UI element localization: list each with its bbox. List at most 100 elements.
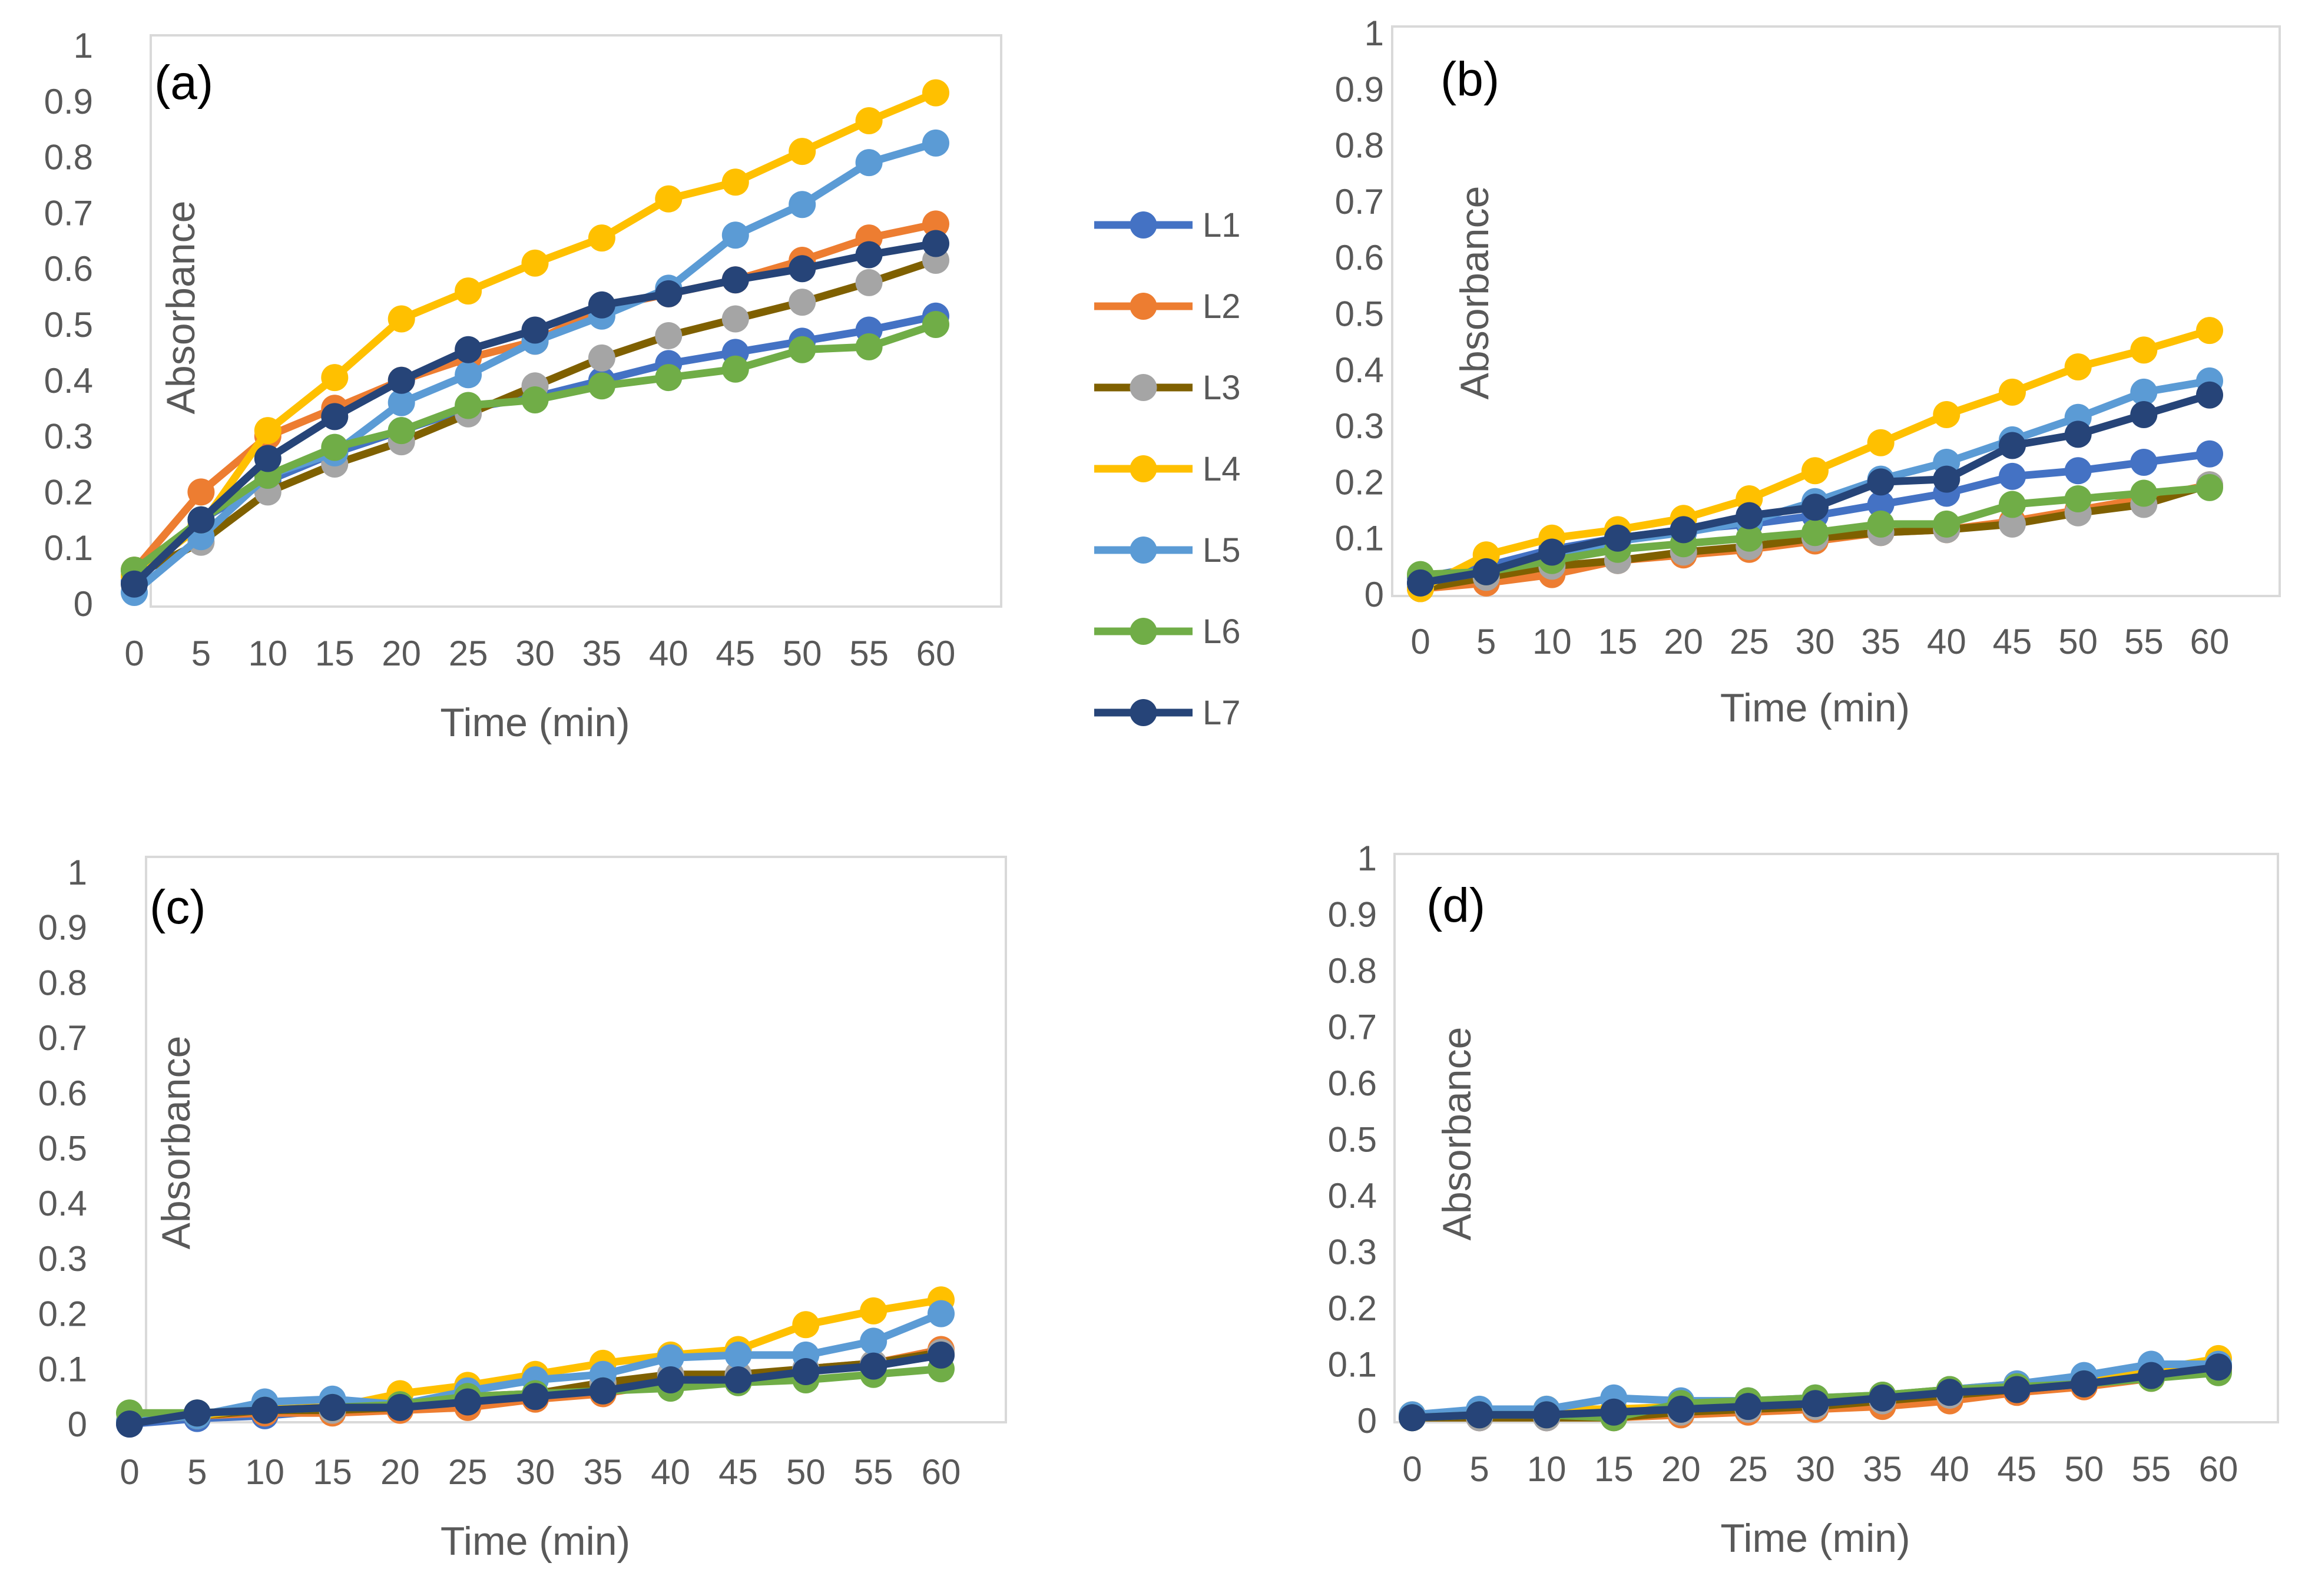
series-l7 — [121, 230, 949, 598]
y-axis-title: Absorbance — [154, 1036, 198, 1250]
x-tick-label: 60 — [916, 634, 956, 673]
data-point — [655, 280, 683, 307]
data-point — [521, 249, 549, 277]
x-axis-title: Time (min) — [441, 1519, 630, 1564]
x-tick-label: 30 — [515, 634, 555, 673]
legend-label: L4 — [1203, 450, 1241, 488]
data-point — [855, 107, 883, 134]
y-tick-label: 0.7 — [1335, 182, 1384, 221]
data-point — [855, 241, 883, 269]
x-tick-label: 35 — [583, 1452, 622, 1492]
data-point — [521, 386, 549, 413]
data-point — [1472, 558, 1500, 585]
legend-item-l1: L1 — [1094, 206, 1241, 244]
x-tick-label: 5 — [1469, 1449, 1489, 1489]
data-point — [2064, 485, 2092, 512]
data-point — [2196, 473, 2223, 501]
y-tick-label: 0.5 — [44, 305, 93, 345]
data-point — [1999, 432, 2026, 459]
y-tick-label: 0 — [68, 1405, 87, 1444]
data-point — [855, 333, 883, 360]
y-tick-label: 0.7 — [38, 1018, 87, 1058]
legend-marker — [1130, 699, 1157, 726]
y-tick-label: 0.1 — [44, 528, 93, 568]
x-tick-label: 40 — [649, 634, 688, 673]
legend-marker — [1130, 455, 1157, 482]
x-tick-label: 10 — [248, 634, 287, 673]
panel-b: 00.10.20.30.40.50.60.70.80.910 5 10 15 20 25 3… — [1335, 14, 2281, 730]
data-point — [588, 344, 615, 372]
x-tick-label: 55 — [849, 634, 889, 673]
data-point — [2137, 1362, 2165, 1389]
panel-label: (c) — [150, 880, 206, 934]
y-tick-label: 0.8 — [44, 138, 93, 177]
data-point — [1736, 502, 1763, 529]
x-tick-label: 35 — [582, 634, 622, 673]
data-point — [789, 289, 816, 316]
data-point — [589, 1377, 617, 1405]
x-tick-label: 20 — [1661, 1449, 1701, 1489]
data-point — [1801, 457, 1829, 485]
data-point — [1867, 491, 1895, 518]
data-point — [187, 506, 215, 534]
data-point — [2003, 1376, 2031, 1403]
x-tick-label: 0 — [120, 1452, 139, 1492]
x-tick-label: 35 — [1863, 1449, 1902, 1489]
y-tick-label: 0.4 — [38, 1184, 87, 1223]
data-point — [721, 221, 749, 249]
data-point — [1999, 378, 2026, 406]
data-point — [1869, 1384, 1896, 1412]
x-tick-label: 0 — [124, 634, 144, 673]
data-point — [1999, 491, 2026, 518]
data-point — [792, 1358, 820, 1385]
data-point — [1933, 510, 1960, 538]
x-tick-label: 25 — [1730, 622, 1769, 661]
y-tick-label: 0.9 — [1328, 895, 1377, 935]
y-tick-label: 0 — [74, 584, 93, 624]
x-tick-label: 35 — [1861, 622, 1900, 661]
data-point — [789, 336, 816, 363]
data-point — [1734, 1393, 1762, 1420]
x-tick-label: 15 — [313, 1452, 352, 1492]
x-tick-label: 25 — [449, 634, 488, 673]
x-tick-label: 0 — [1402, 1449, 1422, 1489]
y-tick-label: 0.8 — [1328, 951, 1377, 991]
data-point — [792, 1311, 820, 1339]
data-point — [1604, 524, 1631, 552]
data-point — [789, 255, 816, 283]
data-point — [724, 1341, 752, 1369]
legend-marker — [1130, 293, 1157, 320]
x-tick-label: 20 — [382, 634, 421, 673]
x-tick-label: 60 — [922, 1452, 961, 1492]
y-tick-label: 0 — [1357, 1401, 1377, 1441]
x-tick-label: 0 — [1410, 622, 1430, 661]
data-point — [388, 305, 415, 333]
y-tick-label: 0.5 — [38, 1129, 87, 1168]
series-l7 — [116, 1341, 955, 1438]
y-tick-label: 0.1 — [38, 1349, 87, 1389]
panel-label: (d) — [1426, 879, 1485, 932]
panel-a: 00.10.20.30.40.50.60.70.80.910 5 10 15 20 25 3… — [44, 26, 1002, 745]
data-point — [928, 1300, 955, 1327]
x-tick-label: 55 — [2124, 622, 2164, 661]
data-point — [455, 277, 482, 305]
x-tick-label: 20 — [380, 1452, 420, 1492]
data-point — [1736, 524, 1763, 552]
data-point — [2130, 449, 2158, 476]
data-point — [454, 1388, 482, 1416]
y-tick-label: 0.1 — [1335, 519, 1384, 558]
x-tick-label: 10 — [1532, 622, 1572, 661]
panel-c: 00.10.20.30.40.50.60.70.80.910 5 10 15 20 25 3… — [38, 853, 1007, 1564]
legend-item-l2: L2 — [1094, 287, 1241, 326]
data-point — [922, 79, 949, 107]
y-tick-label: 1 — [1357, 839, 1377, 878]
y-tick-label: 0.4 — [44, 361, 93, 400]
y-tick-label: 1 — [74, 26, 93, 65]
y-tick-label: 0.4 — [1335, 350, 1384, 390]
y-tick-label: 0.8 — [38, 963, 87, 1002]
legend-label: L2 — [1203, 287, 1241, 326]
data-point — [1801, 519, 1829, 547]
x-tick-label: 45 — [718, 1452, 758, 1492]
legend-item-l3: L3 — [1094, 369, 1241, 407]
